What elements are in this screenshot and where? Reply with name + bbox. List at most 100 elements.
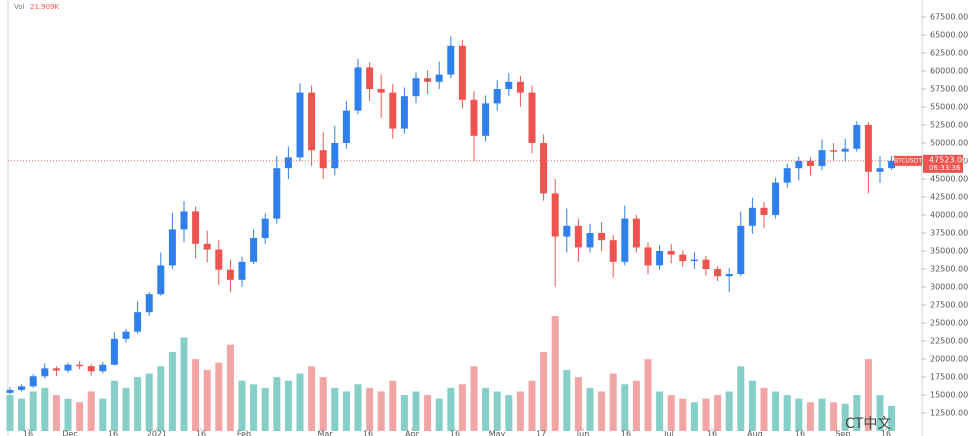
volume-bar — [725, 391, 733, 431]
candle-body — [145, 294, 153, 313]
x-tick-label: May — [489, 430, 506, 436]
volume-bar — [29, 391, 37, 431]
y-tick-label: 67500.00 — [930, 13, 968, 22]
x-tick-label: Jun — [576, 430, 590, 436]
volume-bar — [609, 373, 617, 431]
y-tick-label: 57500.00 — [930, 85, 968, 94]
candle-body — [192, 211, 200, 244]
y-tick-label: 27500.00 — [930, 301, 968, 310]
volume-bar — [540, 351, 548, 431]
candle-body — [76, 364, 84, 367]
volume-bar — [76, 402, 84, 431]
candle-body — [41, 368, 49, 377]
candle-body — [806, 161, 814, 167]
candle-body — [516, 81, 524, 93]
volume-bar — [760, 387, 768, 431]
candle-body — [180, 211, 188, 230]
x-tick-label: Apr — [405, 430, 420, 436]
symbol-tag — [894, 155, 922, 166]
candle-body — [748, 207, 756, 226]
y-tick-label: 40000.00 — [930, 211, 968, 220]
x-tick-label: 16 — [881, 430, 891, 436]
y-tick-label: 50000.00 — [930, 139, 968, 148]
volume-bar — [145, 373, 153, 431]
volume-bar — [435, 398, 443, 431]
volume-bar — [110, 380, 118, 431]
volume-bar — [632, 380, 640, 431]
volume-bar — [528, 380, 536, 431]
x-tick-label: 2021 — [147, 430, 167, 436]
candle-body — [864, 125, 872, 172]
y-tick-label: 35000.00 — [930, 247, 968, 256]
volume-bar — [563, 369, 571, 431]
candle-body — [134, 312, 142, 332]
volume-bar — [192, 359, 200, 431]
y-tick-label: 15000.00 — [930, 391, 968, 400]
x-tick-label: 16 — [108, 430, 118, 436]
candle-body — [621, 218, 629, 262]
candle-body — [656, 251, 664, 266]
x-tick-label: 16 — [363, 430, 373, 436]
x-tick-label: 16 — [795, 430, 805, 436]
candle-body — [238, 261, 246, 280]
volume-bar — [830, 402, 838, 431]
volume-bar — [41, 387, 49, 431]
candle-body — [841, 148, 849, 152]
x-tick-label: Aug — [747, 430, 763, 436]
candle-body — [354, 67, 362, 111]
volume-bar — [795, 398, 803, 431]
x-tick-label: Jul — [663, 430, 674, 436]
volume-bar — [772, 391, 780, 431]
volume-bar — [737, 366, 745, 431]
volume-bar — [354, 384, 362, 431]
volume-bar — [296, 373, 304, 431]
volume-bar — [238, 380, 246, 431]
volume-bar — [621, 384, 629, 431]
volume-bar — [319, 377, 327, 431]
volume-bar — [714, 395, 722, 431]
y-tick-label: 55000.00 — [930, 103, 968, 112]
y-tick-label: 62500.00 — [930, 49, 968, 58]
candle-body — [273, 168, 281, 219]
volume-bar — [273, 377, 281, 431]
candle-body — [667, 251, 675, 255]
volume-bar — [308, 366, 316, 431]
candle-body — [702, 259, 710, 269]
volume-bar — [215, 362, 223, 431]
candle-body — [644, 247, 652, 266]
volume-bar — [134, 377, 142, 431]
candle-body — [458, 45, 466, 100]
x-tick-label: Sep — [835, 430, 850, 436]
x-tick-label: 17 — [536, 430, 546, 436]
volume-bar — [366, 387, 374, 431]
volume-bar — [226, 344, 234, 431]
candle-body — [563, 225, 571, 237]
y-tick-label: 22500.00 — [930, 337, 968, 346]
volume-bar — [482, 387, 490, 431]
volume-bar — [644, 359, 652, 431]
candle-body — [540, 143, 548, 194]
candle-body — [830, 150, 838, 152]
volume-bar — [876, 395, 884, 431]
candle-body — [296, 92, 304, 158]
volume-bar — [180, 337, 188, 431]
volume-bar — [400, 395, 408, 431]
candle-body — [551, 193, 559, 237]
candle-body — [157, 265, 165, 295]
y-tick-label: 32500.00 — [930, 265, 968, 274]
candle-body — [6, 389, 14, 393]
candle-body — [226, 269, 234, 280]
volume-bar — [598, 391, 606, 431]
x-tick-label: 16 — [450, 430, 460, 436]
y-tick-label: 60000.00 — [930, 67, 968, 76]
candle-body — [122, 331, 130, 339]
volume-bar — [261, 387, 269, 431]
candle-body — [574, 225, 582, 248]
candle-body — [377, 89, 385, 93]
y-tick-label: 45000.00 — [930, 175, 968, 184]
volume-bar — [157, 366, 165, 431]
candle-body — [714, 269, 722, 277]
volume-bar — [679, 398, 687, 431]
volume-bar — [87, 391, 95, 431]
